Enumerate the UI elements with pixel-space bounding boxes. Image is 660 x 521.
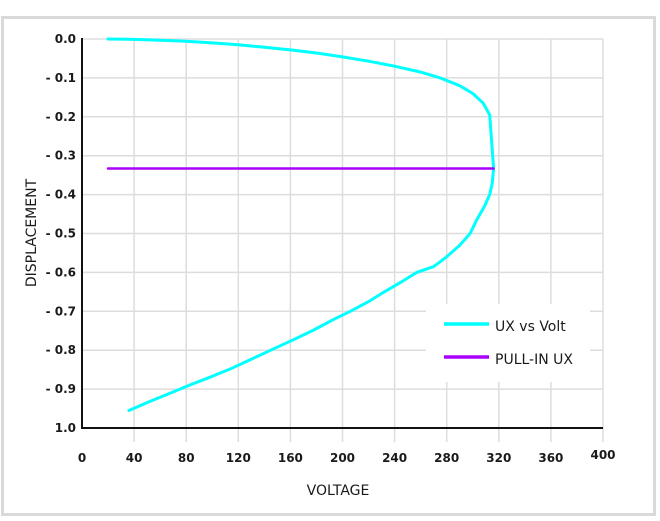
chart-frame — [1, 16, 656, 516]
y-tick-label: - 0.6 — [46, 265, 76, 279]
x-tick-label: 240 — [382, 451, 407, 465]
y-tick-label: - 0.7 — [46, 304, 76, 318]
y-tick-label: - 0.2 — [46, 110, 76, 124]
y-tick-label: - 0.5 — [46, 227, 76, 241]
y-tick-label: - 0.4 — [46, 188, 76, 202]
x-tick-label: 280 — [434, 451, 459, 465]
x-tick-label: 320 — [486, 451, 511, 465]
data-series — [106, 37, 496, 412]
x-axis-title: VOLTAGE — [307, 483, 370, 499]
legend: UX vs Volt PULL-IN UX — [426, 304, 590, 382]
axes — [81, 38, 603, 429]
x-tick-label: 400 — [590, 448, 615, 462]
legend-label-ux-vs-volt: UX vs Volt — [495, 319, 566, 335]
y-tick-label: - 0.9 — [46, 382, 76, 396]
x-tick-label: 80 — [178, 451, 195, 465]
x-tick-label: 40 — [126, 451, 143, 465]
x-tick-label: 120 — [226, 451, 251, 465]
y-tick-label: - 0.3 — [46, 149, 76, 163]
x-tick-label: 200 — [330, 451, 355, 465]
y-tick-label: - 0.1 — [46, 71, 76, 85]
y-tick-label: 0.0 — [55, 32, 76, 46]
x-tick-label: 0 — [78, 451, 86, 465]
legend-label-pull-in-ux: PULL-IN UX — [495, 352, 573, 368]
x-tick-label: 160 — [278, 451, 303, 465]
x-tick-label: 360 — [538, 451, 563, 465]
y-tick-label: 1.0 — [55, 421, 76, 435]
legend-background — [426, 304, 590, 382]
y-tick-label: - 0.8 — [46, 343, 76, 357]
y-axis-ticks: 0.0 - 0.1 - 0.2 - 0.3 - 0.4 - 0.5 - 0.6 - 0.7 - … — [46, 32, 76, 435]
series-ux-vs-volt — [106, 37, 496, 412]
x-axis-ticks: 0 40 80 120 160 200 240 280 320 360 400 — [78, 448, 616, 465]
y-axis-title: DISPLACEMENT — [24, 178, 40, 287]
